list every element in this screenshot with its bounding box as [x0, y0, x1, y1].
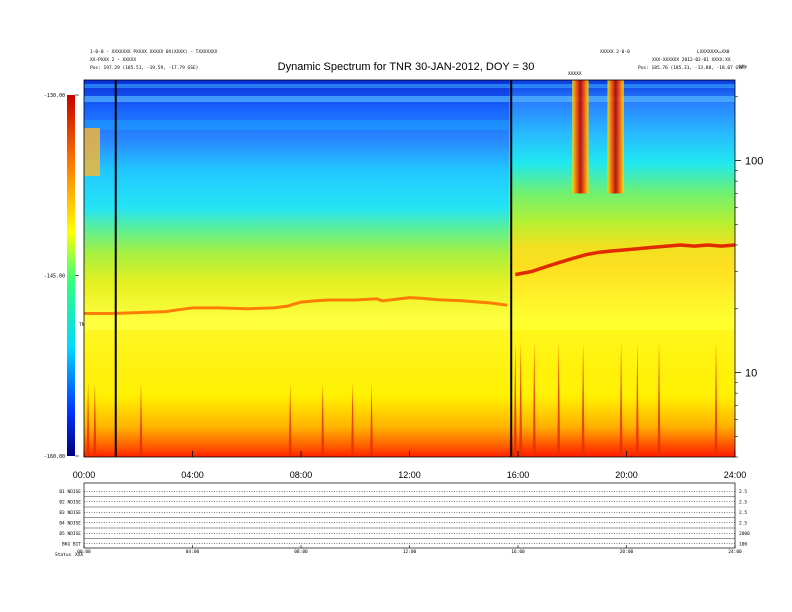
emission-line-series-2 [514, 243, 735, 277]
strip-row-scale-1: 2.5 [739, 499, 747, 505]
noise-spike-6 [351, 382, 355, 457]
x-tick-label-4: 16:00 [507, 470, 530, 480]
header-left-line-1: 1-0-0 - XXXXXXX PXXXX XXXXX 0X(XXXX) - T… [90, 49, 218, 55]
unit-label: kHz [739, 64, 747, 70]
noise-spike-9 [519, 341, 523, 457]
header-right-line-2: LXXXXXXX=XX0 [697, 49, 730, 55]
noise-spike-7 [370, 382, 374, 457]
status-code: XXX [75, 552, 83, 558]
noise-spike-12 [581, 341, 585, 457]
chart-title: Dynamic Spectrum for TNR 30-JAN-2012, DO… [278, 61, 535, 73]
status-panel: B1 NOISE 2.5 B2 NOISE 2.5 B3 NOISE 2.5 B4 NOIS… [55, 482, 750, 558]
header-left-line-2: XX-PXXX 2 - XXXXX [90, 57, 136, 63]
strip-row-scale-5: 100 [739, 541, 747, 547]
strip-row-label-5: BKG BIT [62, 541, 81, 547]
strip-row-label-1: B2 NOISE [59, 499, 81, 505]
status-panel-frame [83, 482, 736, 549]
strip-row-scale-3: 2.5 [739, 520, 747, 526]
colorbar-tick-label-0: -130.00 [44, 93, 65, 99]
burst-2 [607, 80, 624, 194]
colorbar-strip [67, 95, 75, 456]
strip-x-tick-label-2: 08:00 [294, 549, 308, 555]
noise-spike-14 [635, 341, 639, 457]
header-right: XXXXX 2-0-0 LXXXXXXX=XX0 XXX-XXXXXX 2012… [600, 49, 746, 71]
strip-x-tick-label-0: 00:00 [77, 549, 91, 555]
y-tick-label-1: 10 [745, 368, 757, 380]
burst-1 [572, 80, 589, 194]
header-right-line-3: XXX-XXXXXX 2012-02-01 XXXX:XX [652, 57, 731, 63]
header-right-line-4: Pos: 185.76 (185.31, -13.88, -18.07 GSE) [638, 65, 746, 71]
x-tick-label-1: 04:00 [181, 470, 204, 480]
spectrogram-left-background [84, 80, 509, 457]
strip-row-scale-0: 2.5 [739, 489, 747, 495]
noise-spike-1 [86, 382, 90, 457]
x-tick-label-3: 12:00 [398, 470, 421, 480]
lower-yellow-band [84, 330, 735, 380]
noise-spike-5 [321, 382, 325, 457]
strip-x-tick-label-6: 24:00 [728, 549, 742, 555]
x-tick-label-2: 08:00 [290, 470, 313, 480]
noise-spike-15 [657, 341, 661, 457]
strip-row-scale-2: 2.5 [739, 510, 747, 516]
emission-line-series-1 [84, 296, 508, 315]
strip-x-tick-label-1: 04:00 [186, 549, 200, 555]
header-left-line-3: Pos: 197.29 (185.51, -19.59, -17.79 GSE) [90, 65, 198, 71]
noise-spike-10 [532, 341, 536, 457]
noise-spike-4 [288, 382, 292, 457]
interference-band-1 [84, 96, 735, 102]
x-tick-label-5: 20:00 [615, 470, 638, 480]
strip-x-tick-label-3: 12:00 [403, 549, 417, 555]
colorbar-label: TNR [79, 322, 87, 328]
left-edge-emission [84, 128, 100, 176]
strip-row-label-4: B5 NOISE [59, 531, 81, 537]
interference-band-3 [84, 120, 509, 130]
strip-x-tick-label-4: 16:00 [511, 549, 525, 555]
strip-row-label-3: B4 NOISE [59, 520, 81, 526]
event-tag: XXXXX [568, 71, 582, 77]
y-tick-label-0: 100 [745, 156, 763, 168]
noise-spike-16 [714, 341, 718, 457]
strip-row-scale-4: 2000 [739, 531, 750, 537]
x-tick-label-6: 24:00 [724, 470, 747, 480]
strip-row-label-0: B1 NOISE [59, 489, 81, 495]
spectrogram [84, 80, 735, 457]
noise-spike-2 [93, 382, 97, 457]
noise-spike-8 [513, 341, 517, 457]
noise-spike-13 [619, 341, 623, 457]
x-tick-label-0: 00:00 [73, 470, 96, 480]
noise-spike-11 [557, 341, 561, 457]
colorbar: -130.00 -145.00 -160.00 TNR [44, 93, 87, 460]
strip-x-tick-label-5: 20:00 [620, 549, 634, 555]
header-right-line-1: XXXXX 2-0-0 [600, 49, 630, 55]
status-label: Status [55, 552, 72, 558]
colorbar-tick-label-2: -160.00 [44, 454, 65, 460]
interference-band-2 [84, 84, 735, 88]
colorbar-tick-label-1: -145.00 [44, 274, 65, 280]
header-left: 1-0-0 - XXXXXXX PXXXX XXXXX 0X(XXXX) - T… [90, 49, 218, 71]
strip-row-label-2: B3 NOISE [59, 510, 81, 516]
noise-spike-3 [139, 382, 143, 457]
